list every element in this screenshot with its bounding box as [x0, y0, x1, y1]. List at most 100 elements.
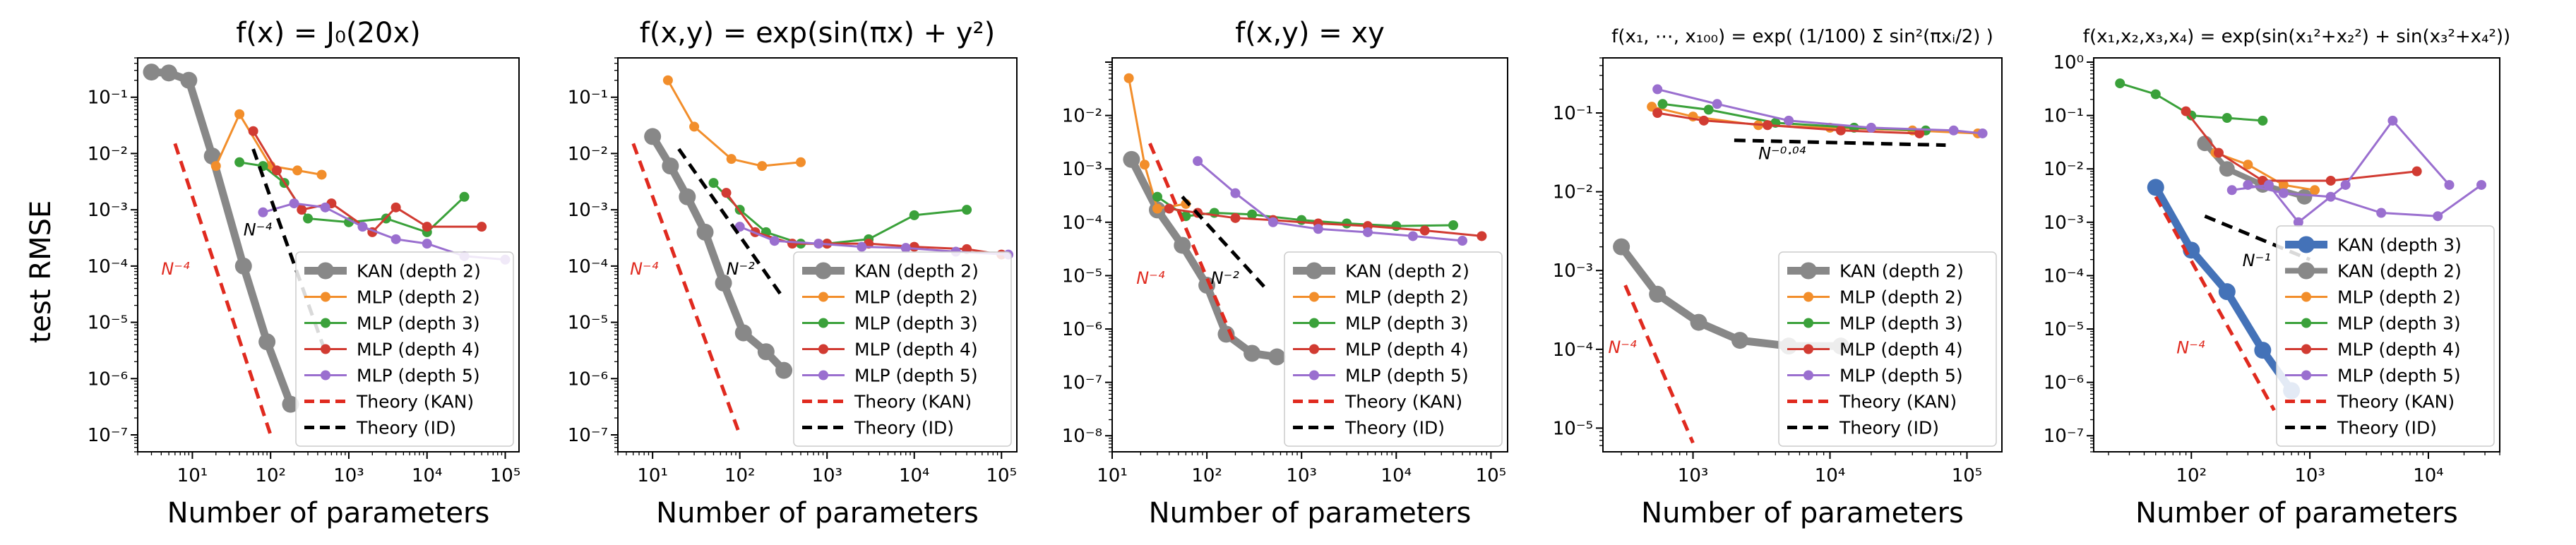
- data-point: [796, 157, 806, 167]
- y-tick-label: 10⁻¹: [88, 88, 128, 109]
- x-tick-label: 10⁴: [899, 465, 930, 486]
- annotation-label: N⁻⁴: [630, 259, 659, 279]
- data-point: [303, 213, 314, 224]
- data-point: [320, 202, 330, 212]
- legend-label: MLP (depth 3): [1839, 313, 1963, 334]
- data-point: [1866, 122, 1876, 133]
- data-point: [1698, 115, 1709, 126]
- data-point: [1268, 348, 1286, 366]
- series-line-theory-kan-: [631, 143, 742, 436]
- data-point: [160, 64, 178, 82]
- data-point: [1342, 218, 1352, 229]
- data-point: [1649, 285, 1666, 303]
- legend-label: Theory (KAN): [1839, 392, 1957, 412]
- x-tick-label: 10³: [2294, 465, 2325, 486]
- x-tick-label: 10³: [811, 465, 842, 486]
- annotation-label: N⁻⁴: [2176, 337, 2205, 357]
- legend-label: MLP (depth 3): [854, 313, 978, 334]
- legend: KAN (depth 2) MLP (depth 2) MLP (depth 3) M…: [793, 251, 1012, 447]
- y-tick-label: 10⁻⁴: [1062, 212, 1102, 234]
- legend-marker: [2301, 344, 2311, 354]
- legend-label: MLP (depth 4): [2337, 340, 2461, 360]
- data-point: [271, 165, 282, 176]
- annotation-label: N⁻⁴: [1136, 268, 1165, 288]
- legend-label: KAN (depth 2): [357, 261, 481, 282]
- x-tick-label: 10¹: [637, 465, 668, 486]
- annotation-label: N⁻⁴: [1608, 337, 1637, 357]
- chart-panel-1: 10¹ 10² 10³ 10⁴ 10⁵ 10⁻⁷ 10⁻⁶ 10⁻⁵ 10⁻⁴ 10⁻³ 10⁻² 1…: [88, 17, 520, 529]
- data-point: [1977, 128, 1988, 138]
- series-line-mlp-depth-5-: [2248, 184, 2482, 217]
- chart-title: f(x,y) = xy: [1235, 17, 1385, 49]
- legend-label: MLP (depth 5): [1345, 366, 1469, 386]
- data-point: [2411, 166, 2422, 176]
- data-point: [297, 205, 307, 215]
- data-point: [775, 361, 793, 379]
- x-tick-label: 10³: [333, 465, 364, 486]
- y-tick-label: 10⁻⁶: [2044, 373, 2084, 394]
- data-point: [477, 222, 487, 232]
- series-line-mlp-depth-2-: [2214, 151, 2315, 191]
- legend-marker: [2301, 370, 2311, 381]
- data-point: [787, 239, 798, 249]
- x-axis-label: Number of parameters: [1149, 497, 1472, 529]
- data-point: [2258, 115, 2268, 126]
- legend-label: MLP (depth 5): [357, 366, 480, 386]
- data-point: [662, 157, 679, 175]
- legend-marker: [1800, 262, 1817, 280]
- data-point: [289, 198, 299, 209]
- data-point: [1690, 313, 1707, 331]
- x-axis-label: Number of parameters: [2135, 497, 2458, 529]
- x-tick-label: 10²: [1191, 465, 1222, 486]
- annotation-label: N⁻⁴: [161, 259, 190, 279]
- data-point: [2226, 185, 2237, 196]
- legend-marker: [321, 370, 330, 381]
- data-point: [1193, 156, 1203, 167]
- data-point: [721, 188, 732, 198]
- legend-marker: [818, 370, 828, 381]
- legend-label: MLP (depth 2): [357, 287, 480, 308]
- data-point: [234, 157, 245, 167]
- legend-label: Theory (KAN): [356, 392, 474, 412]
- data-point: [1230, 188, 1241, 198]
- data-point: [1914, 128, 1925, 138]
- data-point: [143, 64, 160, 81]
- data-point: [696, 223, 714, 241]
- x-axis-label: Number of parameters: [656, 497, 979, 529]
- annotation-label: N⁻²: [727, 259, 756, 279]
- legend-marker: [1803, 344, 1813, 354]
- y-tick-label: 10⁻³: [568, 200, 608, 221]
- data-point: [234, 109, 245, 119]
- data-point: [1230, 212, 1241, 223]
- data-point: [679, 188, 696, 205]
- series-line-mlp-depth-2-: [667, 79, 801, 167]
- series-line-mlp-depth-2-: [1128, 78, 1186, 210]
- legend-box: [1284, 251, 1503, 447]
- y-tick-label: 10⁻¹: [2044, 106, 2084, 127]
- x-tick-label: 10²: [724, 465, 756, 486]
- data-point: [1652, 84, 1663, 95]
- y-tick-label: 10⁻⁴: [88, 256, 128, 277]
- legend-marker: [818, 318, 828, 328]
- legend-marker: [1803, 292, 1813, 302]
- axes-frame: [617, 57, 1018, 453]
- y-tick-label: 10⁻⁷: [568, 425, 608, 446]
- data-point: [900, 243, 911, 253]
- data-point: [2325, 175, 2336, 186]
- y-tick-label: 10⁻⁵: [568, 313, 608, 334]
- legend-marker: [317, 262, 334, 280]
- y-tick-label: 10⁻⁷: [88, 425, 128, 446]
- chart-title: f(x₁, ⋯, x₁₀₀) = exp( (1/100) Σ sin²(πxᵢ…: [1611, 26, 1993, 47]
- chart-panel-3: 10¹ 10² 10³ 10⁴ 10⁵ 10⁻⁸ 10⁻⁷ 10⁻⁶ 10⁻⁵ 10⁻⁴ 10⁻³ 1…: [1062, 17, 1508, 529]
- y-tick-label: 10⁻⁶: [88, 369, 128, 390]
- x-tick-label: 10⁵: [1476, 465, 1507, 486]
- axes-frame: [137, 57, 520, 453]
- chart-panel-4: 10³ 10⁴ 10⁵ 10⁻⁵ 10⁻⁴ 10⁻³ 10⁻² 10⁻¹ f(x₁, ⋯, x₁…: [1553, 26, 2003, 529]
- y-tick-label: 10⁻²: [88, 143, 128, 164]
- data-point: [1731, 332, 1748, 349]
- data-point: [909, 241, 919, 252]
- data-point: [1139, 160, 1150, 170]
- y-tick-label: 10⁻³: [88, 200, 128, 221]
- legend-label: KAN (depth 2): [854, 261, 979, 282]
